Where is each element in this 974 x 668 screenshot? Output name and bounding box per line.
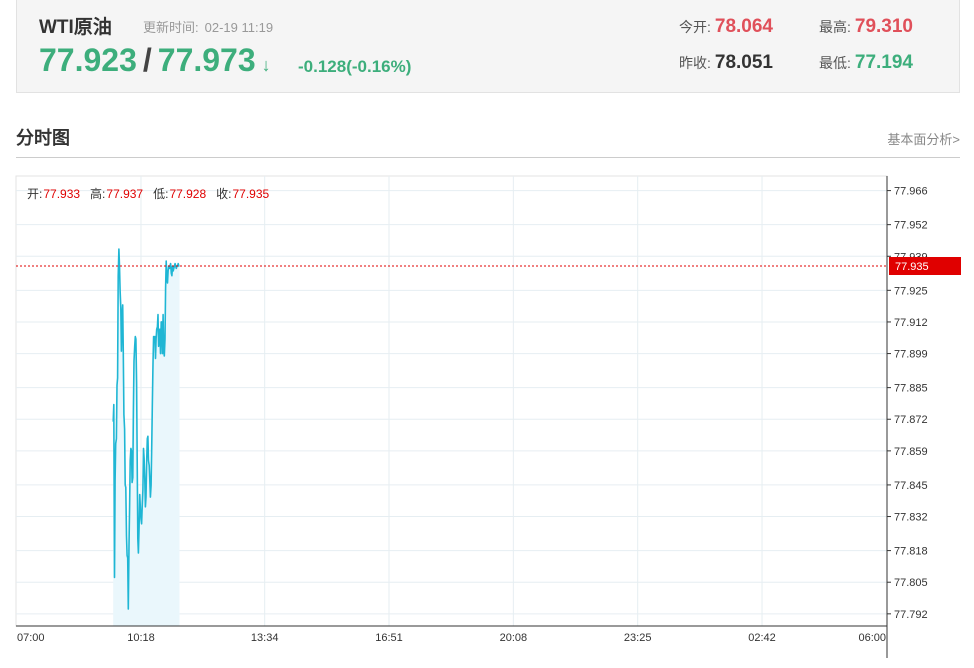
high-label: 最高: [819,19,851,35]
ohlc-legend-label: 开: [27,187,42,201]
ohlc-legend-value: 77.933 [43,187,80,201]
y-tick-label: 77.832 [894,512,928,524]
x-tick-label: 13:34 [251,632,279,644]
y-tick-label: 77.885 [894,383,928,395]
y-tick-label: 77.952 [894,220,928,232]
y-tick-label: 77.899 [894,349,928,361]
x-tick-label: 07:00 [17,632,45,644]
price-line [112,248,180,610]
fundamental-analysis-link[interactable]: 基本面分析> [887,132,960,147]
ohlc-legend-value: 77.935 [232,187,269,201]
ohlc-legend-value: 77.928 [169,187,206,201]
price-slash: / [142,42,152,78]
x-tick-label: 20:08 [500,632,528,644]
section-divider [16,157,960,158]
high-value: 79.310 [854,16,914,37]
y-tick-label: 77.818 [894,546,928,558]
current-price-tag [889,257,961,275]
ohlc-legend-label: 收: [216,187,231,201]
current-price-label: 77.935 [895,261,929,273]
high-stat: 最高: 79.310 [819,16,913,38]
x-tick-label: 06:00 [858,632,886,644]
price-change: -0.128(-0.16%) [298,57,412,76]
prev-close-value: 78.051 [714,52,774,73]
ask-price: 77.973 [157,42,256,78]
x-tick-label: 10:18 [127,632,155,644]
low-label: 最低: [819,55,851,71]
quote-panel: WTI原油 更新时间: 02-19 11:19 77.923/77.973 ↓ -0… [16,0,960,93]
y-tick-label: 77.872 [894,414,928,426]
y-tick-label: 77.845 [894,480,928,492]
low-value: 77.194 [854,52,914,73]
y-tick-label: 77.805 [894,577,928,589]
ohlc-legend-value: 77.937 [106,187,143,201]
prev-close-label: 昨收: [679,55,711,71]
down-arrow-icon: ↓ [261,55,271,75]
section-title: 分时图 [16,128,70,148]
bid-ask-price: 77.923/77.973 ↓ [39,42,271,79]
symbol-name: WTI原油 [39,17,112,38]
y-tick-label: 77.859 [894,446,928,458]
y-tick-label: 77.966 [894,186,928,198]
ohlc-legend-label: 高: [90,186,105,201]
x-tick-label: 23:25 [624,632,652,644]
y-tick-label: 77.912 [894,317,928,329]
open-label: 今开: [679,19,711,35]
update-label: 更新时间: [143,20,199,35]
open-stat: 今开: 78.064 [679,16,773,38]
y-tick-label: 77.925 [894,285,928,297]
update-time: 更新时间: 02-19 11:19 [137,17,273,36]
update-value: 02-19 11:19 [204,20,274,35]
low-stat: 最低: 77.194 [819,52,913,74]
prev-close-stat: 昨收: 78.051 [679,52,773,74]
bid-price: 77.923 [39,42,137,78]
x-tick-label: 16:51 [375,632,403,644]
ohlc-legend-label: 低: [153,187,168,201]
open-value: 78.064 [714,16,774,37]
x-tick-label: 02:42 [748,632,776,644]
y-tick-label: 77.792 [894,609,928,621]
